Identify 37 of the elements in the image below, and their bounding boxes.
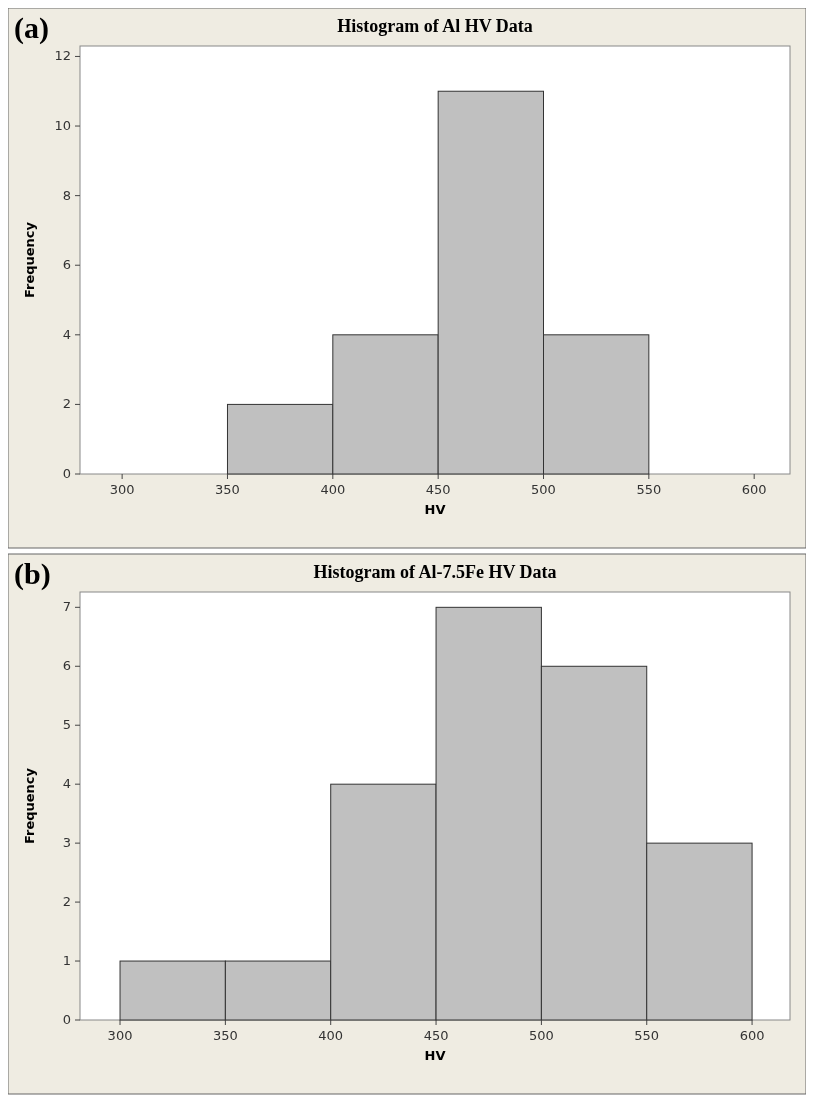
y-tick-label: 0 [62,1012,71,1027]
x-tick-label: 400 [320,482,346,497]
x-tick-label: 400 [318,1028,344,1043]
y-tick-label: 0 [62,466,71,481]
text: (a) [14,11,49,45]
x-tick-label: 600 [739,1028,765,1043]
x-tick-label: 550 [634,1028,660,1043]
x-tick-label: 350 [212,1028,238,1043]
y-tick-label: 4 [62,776,71,792]
y-axis-title: Frequency [22,221,37,299]
x-tick-label: 550 [636,482,662,497]
x-tick-label: 500 [531,482,556,497]
y-tick-label: 6 [62,658,71,674]
x-tick-label: 600 [741,482,767,497]
y-tick-label: 1 [62,953,71,969]
y-tick-label: 5 [62,717,71,733]
x-tick-label: 300 [109,482,135,497]
x-tick-label: 350 [215,482,240,497]
y-tick-label: 12 [54,48,71,64]
text: (b) [14,557,51,591]
y-tick-label: 3 [62,835,71,851]
x-tick-label: 300 [107,1028,133,1043]
x-axis-title: HV [424,1048,446,1063]
x-tick-label: 450 [423,1028,449,1043]
y-tick-label: 8 [62,187,71,203]
y-tick-label: 10 [54,118,71,134]
x-axis-title: HV [424,502,446,517]
y-axis-title: Frequency [22,767,37,845]
x-tick-label: 500 [528,1028,554,1043]
y-tick-label: 2 [62,396,71,412]
y-tick-label: 7 [62,599,71,615]
chart-title: Histogram of Al-7.5Fe HV Data [313,562,557,582]
y-tick-label: 2 [62,894,71,910]
x-tick-label: 450 [425,482,451,497]
chart-title: Histogram of Al HV Data [337,16,533,36]
y-tick-label: 6 [62,257,71,273]
y-tick-label: 4 [62,326,71,342]
